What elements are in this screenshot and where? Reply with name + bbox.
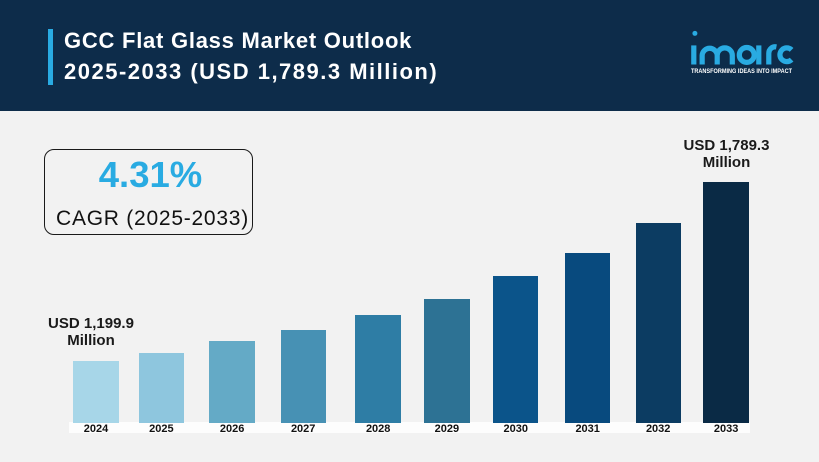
svg-text:TRANSFORMING IDEAS INTO IMPACT: TRANSFORMING IDEAS INTO IMPACT (691, 68, 792, 75)
